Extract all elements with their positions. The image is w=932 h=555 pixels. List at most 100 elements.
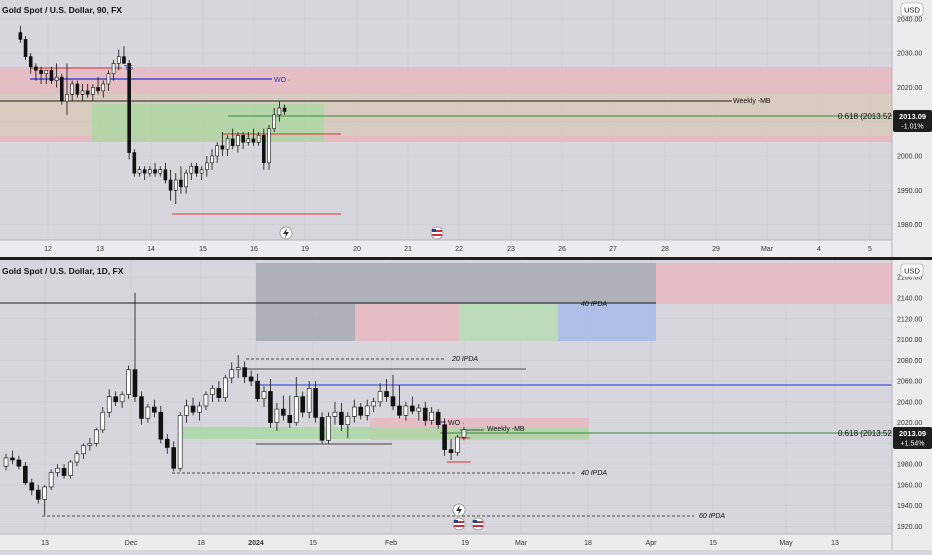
- p2-candle[interactable]: [255, 373, 260, 402]
- p2-candle[interactable]: [261, 386, 267, 408]
- p1-candle[interactable]: [96, 77, 100, 95]
- p2-candle[interactable]: [48, 469, 54, 491]
- p2-candle[interactable]: [100, 407, 106, 433]
- p1-candle[interactable]: [137, 166, 142, 177]
- p1-candle[interactable]: [39, 66, 43, 84]
- p2-blue-zone[interactable]: [558, 304, 656, 341]
- p2-candle[interactable]: [139, 391, 144, 425]
- p1-candle[interactable]: [132, 149, 137, 177]
- p2-candle[interactable]: [429, 407, 435, 425]
- p2-candle[interactable]: [87, 438, 93, 451]
- p2-candle[interactable]: [242, 361, 247, 384]
- p2-candle[interactable]: [210, 385, 215, 402]
- p2-candle[interactable]: [442, 418, 447, 456]
- p2-candle[interactable]: [106, 389, 112, 418]
- p1-candle[interactable]: [54, 63, 59, 88]
- p1-candle[interactable]: [189, 162, 194, 180]
- p2-candle[interactable]: [81, 443, 86, 459]
- p2-candle[interactable]: [319, 412, 325, 444]
- p2-candle[interactable]: [177, 412, 183, 472]
- p1-candle[interactable]: [251, 128, 256, 146]
- p1-candle[interactable]: [127, 60, 131, 160]
- panel-daily[interactable]: Gold Spot / U.S. Dollar, 1D, FX 40 IPDA …: [0, 260, 932, 550]
- p2-candle[interactable]: [55, 464, 60, 477]
- p2-candle[interactable]: [293, 376, 299, 426]
- p2-candle[interactable]: [300, 391, 306, 418]
- p2-candle[interactable]: [461, 426, 467, 441]
- p2-candle[interactable]: [455, 435, 460, 456]
- p2-candle[interactable]: [403, 401, 409, 421]
- p1-candle[interactable]: [101, 80, 106, 98]
- p1-red-zone-upper[interactable]: [0, 67, 892, 94]
- p2-red-zone-right[interactable]: [656, 263, 892, 304]
- p2-currency-button[interactable]: USD: [900, 263, 924, 278]
- p2-candle[interactable]: [113, 391, 118, 406]
- p2-candle[interactable]: [377, 383, 383, 408]
- p2-candle[interactable]: [158, 405, 164, 444]
- p2-candle[interactable]: [351, 399, 357, 423]
- p2-candle[interactable]: [132, 292, 138, 402]
- p2-candle[interactable]: [274, 402, 280, 431]
- p2-candle[interactable]: [281, 395, 286, 421]
- p2-price-axis[interactable]: [892, 260, 932, 550]
- p1-candle[interactable]: [230, 128, 235, 150]
- p1-candle[interactable]: [215, 142, 219, 163]
- p2-candle[interactable]: [94, 427, 99, 447]
- panel-separator[interactable]: [0, 257, 932, 260]
- p2-us-flag-icon-1[interactable]: [452, 517, 466, 531]
- p2-red-zone[interactable]: [355, 304, 459, 341]
- p2-candle[interactable]: [152, 399, 157, 418]
- p1-candle[interactable]: [28, 53, 33, 74]
- p2-candle[interactable]: [29, 478, 35, 496]
- p2-candle[interactable]: [184, 399, 189, 423]
- p1-candle[interactable]: [241, 132, 245, 150]
- p1-red-zone-lower[interactable]: [0, 136, 892, 142]
- p1-candle[interactable]: [184, 169, 188, 194]
- p2-candle[interactable]: [268, 378, 273, 428]
- p1-candle[interactable]: [80, 84, 85, 102]
- p2-candle[interactable]: [119, 391, 125, 409]
- p2-us-flag-icon-2[interactable]: [471, 517, 485, 531]
- p2-candle[interactable]: [10, 450, 15, 465]
- p1-candle[interactable]: [199, 166, 204, 180]
- p1-candle[interactable]: [220, 132, 225, 156]
- p2-candle[interactable]: [229, 362, 235, 384]
- p2-candle[interactable]: [390, 374, 396, 411]
- p1-candle[interactable]: [256, 132, 261, 146]
- p2-candle[interactable]: [190, 397, 196, 416]
- p2-candle[interactable]: [23, 462, 28, 485]
- p1-candle[interactable]: [153, 162, 157, 177]
- p2-candle[interactable]: [74, 450, 80, 467]
- p1-candle[interactable]: [59, 73, 64, 105]
- p2-candle[interactable]: [68, 459, 73, 479]
- p2-candle[interactable]: [371, 397, 376, 413]
- p1-candle[interactable]: [85, 84, 90, 98]
- p2-candle[interactable]: [248, 370, 254, 387]
- p2-candle[interactable]: [197, 401, 202, 421]
- p2-candle[interactable]: [203, 391, 209, 411]
- p1-candle[interactable]: [18, 25, 23, 43]
- p2-candle[interactable]: [42, 484, 48, 515]
- p2-candle[interactable]: [235, 355, 241, 378]
- p2-green-zone-top[interactable]: [459, 304, 558, 341]
- p2-candle[interactable]: [397, 385, 402, 419]
- p2-candle[interactable]: [126, 365, 131, 399]
- p1-candle[interactable]: [23, 36, 28, 60]
- p1-candle[interactable]: [179, 166, 183, 194]
- p2-time-axis[interactable]: [0, 534, 892, 550]
- p1-currency-button[interactable]: USD: [900, 2, 924, 17]
- p2-candle[interactable]: [35, 484, 41, 504]
- p2-candle[interactable]: [313, 381, 318, 423]
- p1-candle[interactable]: [49, 66, 54, 84]
- panel-90-minute[interactable]: Gold Spot / U.S. Dollar, 90, FX TS WO · …: [0, 0, 932, 257]
- p1-candle[interactable]: [116, 49, 121, 71]
- p1-candle[interactable]: [267, 125, 271, 170]
- p2-green-zone-mid[interactable]: [183, 427, 589, 439]
- p1-candle[interactable]: [122, 46, 126, 64]
- p2-candle[interactable]: [416, 403, 422, 421]
- p2-candle[interactable]: [384, 378, 389, 402]
- p2-candle[interactable]: [345, 412, 351, 439]
- p2-candle[interactable]: [61, 464, 67, 479]
- p1-time-axis[interactable]: [0, 240, 892, 257]
- p2-candle[interactable]: [223, 374, 228, 402]
